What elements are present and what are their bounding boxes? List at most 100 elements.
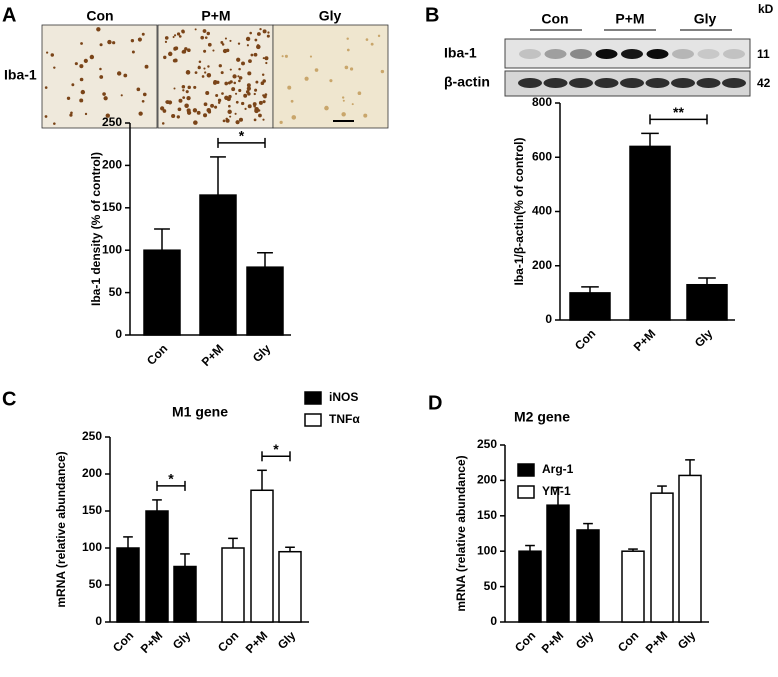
band [671, 78, 695, 88]
size-label: 42 [757, 76, 771, 90]
significance: * [168, 471, 174, 487]
x-tick-label: Gly [250, 341, 274, 365]
cell [167, 100, 173, 105]
cell [198, 60, 202, 64]
cell [262, 29, 267, 34]
bar [678, 474, 702, 623]
cell [207, 65, 210, 68]
cell [257, 109, 261, 112]
cell [261, 73, 265, 77]
cell [237, 42, 241, 45]
cell [235, 100, 239, 104]
cell [264, 56, 269, 61]
cell [182, 89, 185, 92]
cell [181, 50, 185, 54]
bar [199, 194, 237, 336]
cell [53, 66, 56, 69]
cell [203, 49, 207, 53]
cell [210, 103, 215, 108]
cell [186, 95, 191, 101]
cell [238, 76, 243, 80]
x-tick-label: P+M [643, 628, 671, 656]
cell [99, 43, 103, 47]
bar [686, 283, 728, 321]
cell [161, 122, 165, 125]
band [645, 78, 670, 88]
cell [203, 67, 206, 70]
x-tick-label: P+M [199, 341, 227, 369]
cell [194, 71, 198, 75]
cell [304, 76, 309, 81]
micrograph [41, 24, 389, 129]
cell [212, 49, 215, 52]
cell [202, 29, 207, 33]
cell [222, 119, 226, 123]
cell [227, 109, 232, 115]
cell [329, 79, 333, 83]
cell [253, 105, 256, 108]
chart-title: M1 gene [172, 404, 228, 420]
cell [246, 83, 251, 88]
column-label: Con [541, 11, 568, 27]
column-label: Gly [694, 11, 717, 27]
cell [217, 101, 221, 105]
cell [46, 51, 49, 54]
cell [245, 36, 251, 42]
cell [181, 84, 186, 89]
cell [351, 103, 354, 106]
column-label: Gly [319, 8, 342, 24]
cell [84, 112, 88, 116]
cell [102, 92, 106, 96]
cell [206, 73, 212, 78]
band [569, 78, 593, 88]
cell [267, 31, 270, 34]
cell [226, 96, 231, 102]
cell [258, 100, 263, 105]
cell [220, 41, 224, 44]
cell [244, 107, 247, 110]
cell [79, 98, 84, 103]
cell [254, 38, 258, 42]
cell [187, 48, 191, 52]
cell [130, 39, 135, 43]
cell [255, 80, 259, 84]
cell [141, 32, 145, 36]
panel-letter: A [2, 4, 16, 26]
cell [237, 75, 240, 78]
cell [83, 58, 88, 63]
cell [138, 111, 143, 116]
legend-label: Arg-1 [542, 462, 574, 476]
bar [629, 145, 671, 321]
cell [207, 110, 212, 114]
cell [141, 99, 145, 103]
cell [344, 65, 349, 70]
cell [279, 120, 283, 125]
cell [205, 90, 210, 96]
cell [377, 34, 381, 38]
cell [238, 67, 241, 71]
bar [576, 529, 600, 623]
cell [220, 71, 224, 75]
cell [341, 112, 346, 117]
legend-swatch [304, 413, 322, 427]
significance: * [273, 441, 279, 457]
cell [346, 48, 350, 52]
cell [229, 115, 232, 118]
band [519, 49, 541, 59]
y-tick-label: 50 [484, 579, 498, 593]
x-tick-label: P+M [138, 628, 166, 656]
cell [194, 28, 197, 31]
cell [262, 118, 265, 121]
cell [207, 42, 212, 47]
cell [112, 41, 116, 45]
cell [217, 98, 222, 103]
cell [204, 71, 207, 74]
cell [187, 85, 191, 90]
micrograph-panel [272, 24, 389, 129]
cell [264, 93, 268, 97]
cell [256, 32, 261, 36]
cell [247, 92, 251, 96]
x-tick-label: Con [512, 628, 538, 654]
y-axis-label: mRNA (relative abundance) [454, 455, 468, 611]
cell [172, 58, 177, 63]
